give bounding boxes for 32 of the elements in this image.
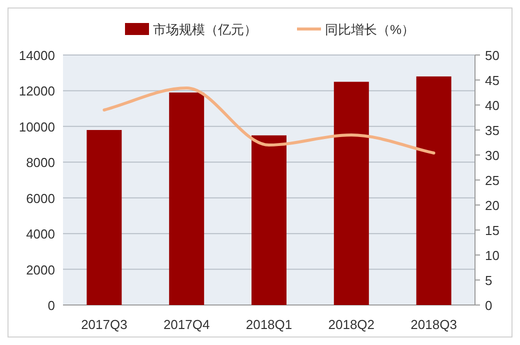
y-tick-label: 4000 [26,226,55,242]
y-tick-label: 0 [48,298,55,313]
y-tick-label: 12000 [18,84,55,99]
y2-tick-label: 15 [485,223,500,238]
bar [252,135,286,305]
y-tick-label: 10000 [18,119,55,134]
y2-tick-label: 25 [485,173,500,188]
x-tick-label: 2018Q2 [328,317,375,332]
y-tick-label: 6000 [26,190,55,206]
bar [169,92,204,305]
y2-tick-label: 45 [485,73,500,88]
y2-tick-label: 30 [485,148,500,163]
line-series [102,86,436,154]
y2-tick-label: 0 [485,298,492,313]
bar [86,130,122,305]
y2-tick-label: 5 [485,273,492,288]
y2-tick-label: 50 [485,48,500,63]
x-tick-label: 2018Q1 [246,317,292,332]
y-tick-label: 2000 [26,262,55,278]
legend-label: 同比增长（%） [325,22,415,37]
y2-tick-label: 10 [485,248,500,263]
bar [416,76,452,305]
x-tick-label: 2017Q3 [81,317,128,332]
x-tick-label: 2017Q4 [163,317,210,332]
legend-label: 市场规模（亿元） [153,22,257,37]
x-tick-label: 2018Q3 [410,317,457,332]
y-tick-label: 14000 [18,48,55,63]
y2-tick-label: 40 [485,98,500,113]
bar [334,82,369,305]
y2-tick-label: 35 [485,123,500,138]
y2-tick-label: 20 [485,198,500,213]
y-tick-label: 8000 [26,155,55,170]
